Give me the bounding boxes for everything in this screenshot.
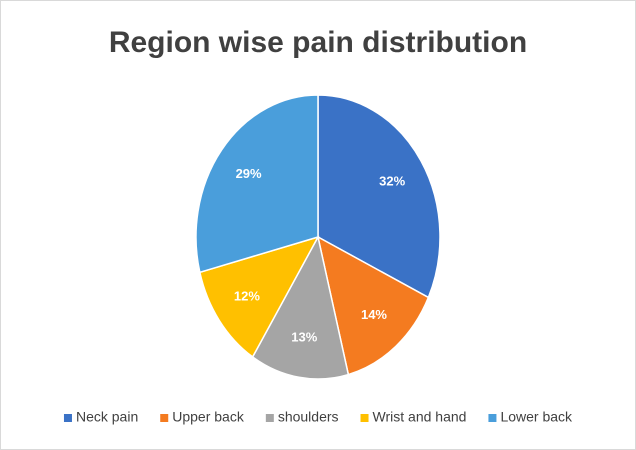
legend-swatch: [265, 414, 274, 422]
legend-swatch: [488, 414, 497, 422]
pie-slice: [198, 235, 320, 359]
data-label: 32%: [379, 174, 405, 189]
legend-label: Wrist and hand: [373, 409, 467, 425]
data-label: 14%: [361, 307, 387, 322]
pie-slice: [316, 235, 430, 376]
legend-swatch: [63, 414, 72, 422]
data-label: 29%: [236, 166, 262, 181]
data-label: 12%: [234, 289, 260, 304]
legend-swatch: [360, 414, 369, 422]
pie-slice: [317, 94, 441, 299]
legend-label: shoulders: [278, 409, 339, 425]
chart-title: Region wise pain distribution: [109, 26, 527, 59]
data-label: 13%: [291, 329, 317, 344]
pie-slice: [195, 94, 319, 274]
pie-slice: [251, 234, 350, 380]
legend-label: Upper back: [172, 409, 245, 425]
legend-label: Lower back: [500, 409, 573, 425]
legend-swatch: [160, 414, 169, 422]
legend-label: Neck pain: [76, 409, 138, 425]
